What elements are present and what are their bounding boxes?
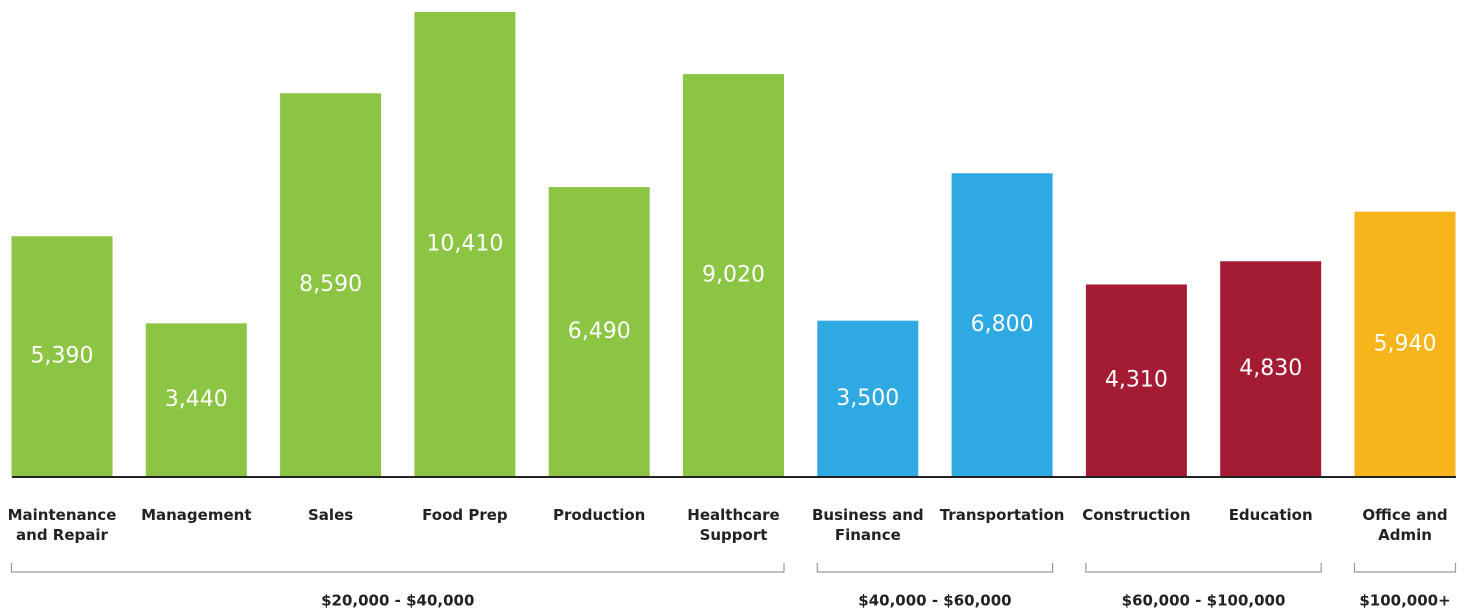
value-label: 4,310 — [1105, 368, 1168, 393]
bar — [1085, 284, 1187, 477]
bar — [683, 74, 784, 477]
group-bracket — [10, 563, 785, 573]
bar — [817, 320, 919, 477]
bar — [145, 323, 247, 477]
x-tick-label: Production — [553, 506, 646, 524]
group-bracket — [1085, 563, 1322, 573]
value-label: 6,490 — [568, 319, 631, 344]
group-label: $100,000+ — [1359, 592, 1450, 609]
bar — [280, 93, 382, 478]
value-label: 8,590 — [299, 272, 362, 297]
value-label: 10,410 — [426, 232, 503, 257]
value-label: 6,800 — [971, 312, 1034, 337]
bar — [1354, 211, 1456, 478]
group-bracket — [816, 563, 1054, 573]
x-tick-label: Food Prep — [422, 506, 508, 524]
x-tick-label: Healthcare Support — [687, 506, 780, 544]
bar — [951, 173, 1053, 477]
value-label: 3,500 — [836, 386, 899, 411]
x-tick-label: Maintenance and Repair — [7, 506, 117, 544]
value-label: 5,940 — [1374, 331, 1437, 356]
bar — [548, 187, 650, 477]
value-label: 9,020 — [702, 263, 765, 288]
group-label: $40,000 - $60,000 — [858, 592, 1011, 609]
value-label: 5,390 — [31, 344, 94, 369]
x-tick-label: Sales — [308, 506, 354, 524]
x-tick-label: Construction — [1082, 506, 1191, 524]
bar — [414, 12, 516, 477]
x-tick-label: Transportation — [939, 506, 1065, 524]
x-tick-label: Management — [141, 506, 252, 524]
bar — [11, 236, 113, 477]
value-label: 3,440 — [165, 387, 228, 412]
group-label: $20,000 - $40,000 — [321, 592, 474, 609]
x-tick-label: Business and Finance — [811, 506, 924, 544]
value-label: 4,830 — [1239, 356, 1302, 381]
group-bracket — [1353, 563, 1457, 573]
x-tick-label: Education — [1228, 506, 1313, 524]
x-tick-label: Office and Admin — [1362, 506, 1448, 544]
bar — [1220, 261, 1322, 477]
group-label: $60,000 - $100,000 — [1122, 592, 1286, 609]
